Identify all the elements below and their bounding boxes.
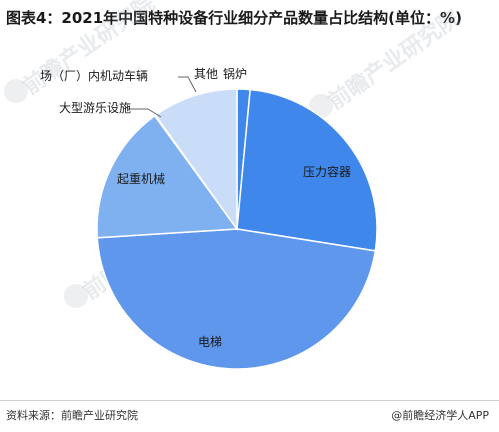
- watermark-text: 前瞻产业研究院: [324, 5, 465, 115]
- leader-line: [178, 76, 197, 93]
- pie-slices: [96, 88, 378, 370]
- source-note: 资料来源：前瞻产业研究院: [6, 409, 138, 422]
- footer: 资料来源：前瞻产业研究院 @前瞻经济学人APP: [0, 400, 499, 432]
- slice-1: [236, 88, 378, 252]
- slice-label: 锅炉: [223, 66, 247, 81]
- slice-label: 大型游乐设施: [59, 101, 131, 115]
- chart-title: 图表4：2021年中国特种设备行业细分产品数量占比结构(单位：%): [6, 9, 462, 27]
- pie-chart: 前瞻产业研究院前瞻产业研究院前瞻产业研究院前瞻产业研究院 锅炉压力容器电梯起重机…: [4, 0, 465, 370]
- slice-label: 起重机械: [117, 171, 165, 186]
- brand-credit: @前瞻经济学人APP: [391, 409, 489, 422]
- slice-2: [96, 228, 377, 370]
- watermark-logo-icon: [64, 284, 88, 308]
- slice-label: 压力容器: [303, 164, 351, 179]
- slice-label: 其他: [194, 67, 218, 81]
- watermark-text: 前瞻产业研究院: [19, 0, 160, 100]
- leader-lines: [128, 76, 197, 118]
- slice-3: [96, 114, 239, 239]
- slice-label: 场（厂）内机动车辆: [40, 68, 148, 83]
- leader-line: [128, 108, 162, 118]
- watermark-logo-icon: [4, 79, 28, 103]
- slice-label: 电梯: [198, 335, 222, 349]
